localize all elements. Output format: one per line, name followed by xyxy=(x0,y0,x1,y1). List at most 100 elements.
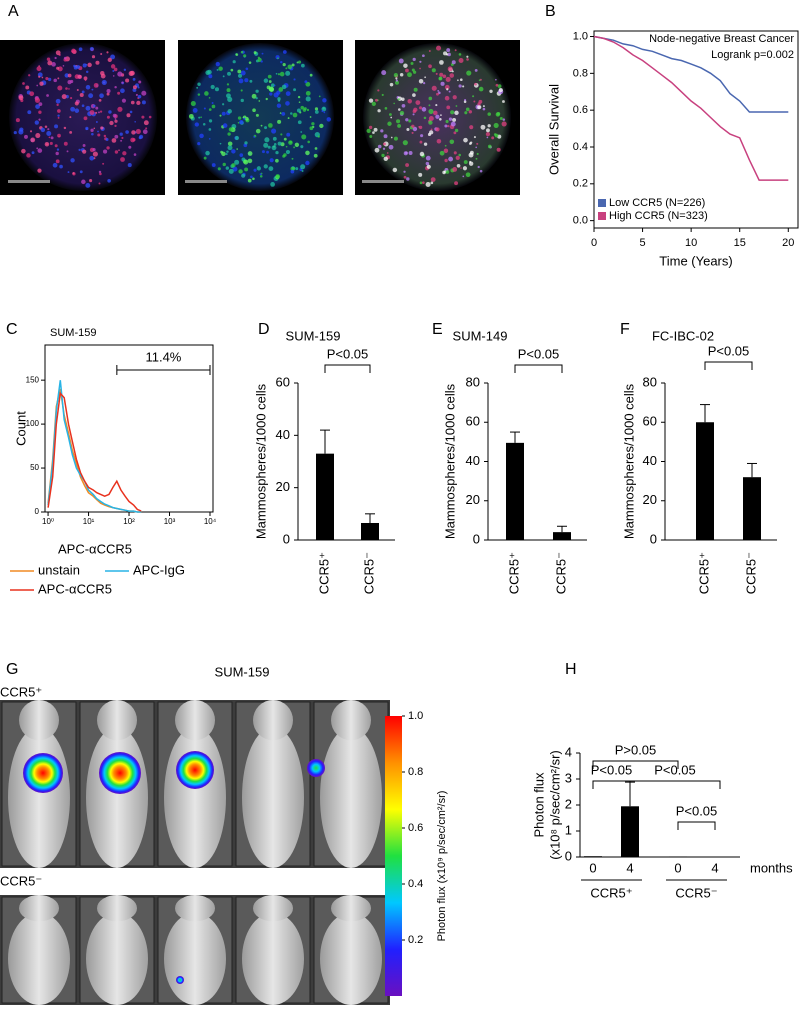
cell-stain xyxy=(412,93,416,97)
x-tick-label: 5 xyxy=(640,237,646,249)
annotation: P>0.05 xyxy=(615,742,657,757)
chart-title: SUM-149 xyxy=(453,328,508,343)
tissue-images xyxy=(0,40,520,195)
cell-stain xyxy=(255,128,261,134)
row-label: CCR5⁺ xyxy=(0,684,42,699)
cell-stain xyxy=(290,169,295,174)
mouse-head xyxy=(97,895,137,922)
cell-stain xyxy=(247,178,252,183)
cell-stain xyxy=(53,78,58,83)
cell-stain xyxy=(192,107,198,113)
cell-stain xyxy=(495,112,500,117)
cell-stain xyxy=(453,131,457,135)
bracket xyxy=(704,361,753,370)
tissue-core xyxy=(9,43,157,191)
cell-stain xyxy=(92,148,96,152)
signal xyxy=(99,752,141,794)
cell-stain xyxy=(405,68,409,73)
cell-stain xyxy=(419,151,425,157)
cell-stain xyxy=(114,150,119,154)
x-tick-label: CCR5⁻ xyxy=(553,552,568,594)
cell-stain xyxy=(73,65,78,70)
cell-stain xyxy=(439,117,442,121)
cell-stain xyxy=(121,136,124,140)
chart-title: FC-IBC-02 xyxy=(652,328,714,343)
cell-stain xyxy=(78,47,83,52)
cell-stain xyxy=(230,68,234,72)
cell-stain xyxy=(377,109,381,113)
cell-stain xyxy=(199,133,204,139)
cell-stain xyxy=(197,93,201,96)
cell-stain xyxy=(239,153,244,157)
cell-stain xyxy=(381,93,384,97)
cell-stain xyxy=(293,78,296,81)
cell-stain xyxy=(103,134,107,138)
cell-stain xyxy=(106,92,110,96)
cell-stain xyxy=(288,140,293,145)
annotation: P<0.05 xyxy=(708,343,750,358)
cell-stain xyxy=(218,66,223,71)
cell-stain xyxy=(438,76,443,81)
cell-stain xyxy=(304,80,308,84)
cell-stain xyxy=(419,181,423,185)
cell-stain xyxy=(260,60,263,63)
mouse-body xyxy=(8,726,70,868)
y-axis-label: Mammospheres/1000 cells xyxy=(442,383,457,539)
cell-stain xyxy=(100,126,104,130)
cell-stain xyxy=(18,129,24,135)
cell-stain xyxy=(277,73,281,76)
cell-stain xyxy=(273,92,279,98)
mouse-head xyxy=(175,895,215,922)
cell-stain xyxy=(190,101,196,107)
cell-stain xyxy=(410,61,414,65)
cell-stain xyxy=(447,124,450,128)
cell-stain xyxy=(117,106,123,112)
cell-stain xyxy=(305,160,310,166)
x-tick-label: CCR5⁻ xyxy=(743,552,758,594)
cell-stain xyxy=(412,57,416,62)
cell-stain xyxy=(210,84,215,90)
signal xyxy=(307,759,325,777)
x-tick-label: 15 xyxy=(734,237,746,249)
cell-stain xyxy=(203,107,206,110)
cell-stain xyxy=(256,166,262,171)
cell-stain xyxy=(237,69,242,74)
cell-stain xyxy=(69,116,72,119)
cell-stain xyxy=(407,99,412,104)
cell-stain xyxy=(301,169,304,172)
cell-stain xyxy=(455,155,460,160)
cell-stain xyxy=(44,142,50,147)
cell-stain xyxy=(64,73,69,78)
panel-title: SUM-159 xyxy=(215,664,270,679)
cell-stain xyxy=(384,107,388,110)
cell-stain xyxy=(451,60,456,65)
cell-stain xyxy=(74,101,79,106)
cell-stain xyxy=(435,114,440,119)
cell-stain xyxy=(95,121,98,123)
cell-stain xyxy=(34,120,39,125)
cell-stain xyxy=(458,58,464,63)
cell-stain xyxy=(425,155,431,161)
scale-bar xyxy=(362,180,404,183)
cell-stain xyxy=(314,110,319,114)
cell-stain xyxy=(85,182,91,188)
chart-title: Node-negative Breast Cancer xyxy=(649,33,794,45)
cell-stain xyxy=(448,117,453,121)
y-axis-label: Mammospheres/1000 cells xyxy=(253,383,268,539)
cell-stain xyxy=(437,90,440,92)
series-line xyxy=(47,391,142,512)
cell-stain xyxy=(232,166,238,172)
cell-stain xyxy=(63,141,68,146)
panel-label: D xyxy=(258,321,270,338)
x-tick-label: 10⁰ xyxy=(42,517,54,526)
cell-stain xyxy=(477,165,480,169)
panel-label: E xyxy=(432,321,443,338)
cell-stain xyxy=(287,117,290,120)
x-tick-label: 0 xyxy=(674,860,681,875)
annotation: 11.4% xyxy=(145,349,181,364)
cell-stain xyxy=(276,103,282,108)
cell-stain xyxy=(112,70,115,73)
y-tick-label: 0.4 xyxy=(573,141,588,153)
cell-stain xyxy=(462,166,468,171)
